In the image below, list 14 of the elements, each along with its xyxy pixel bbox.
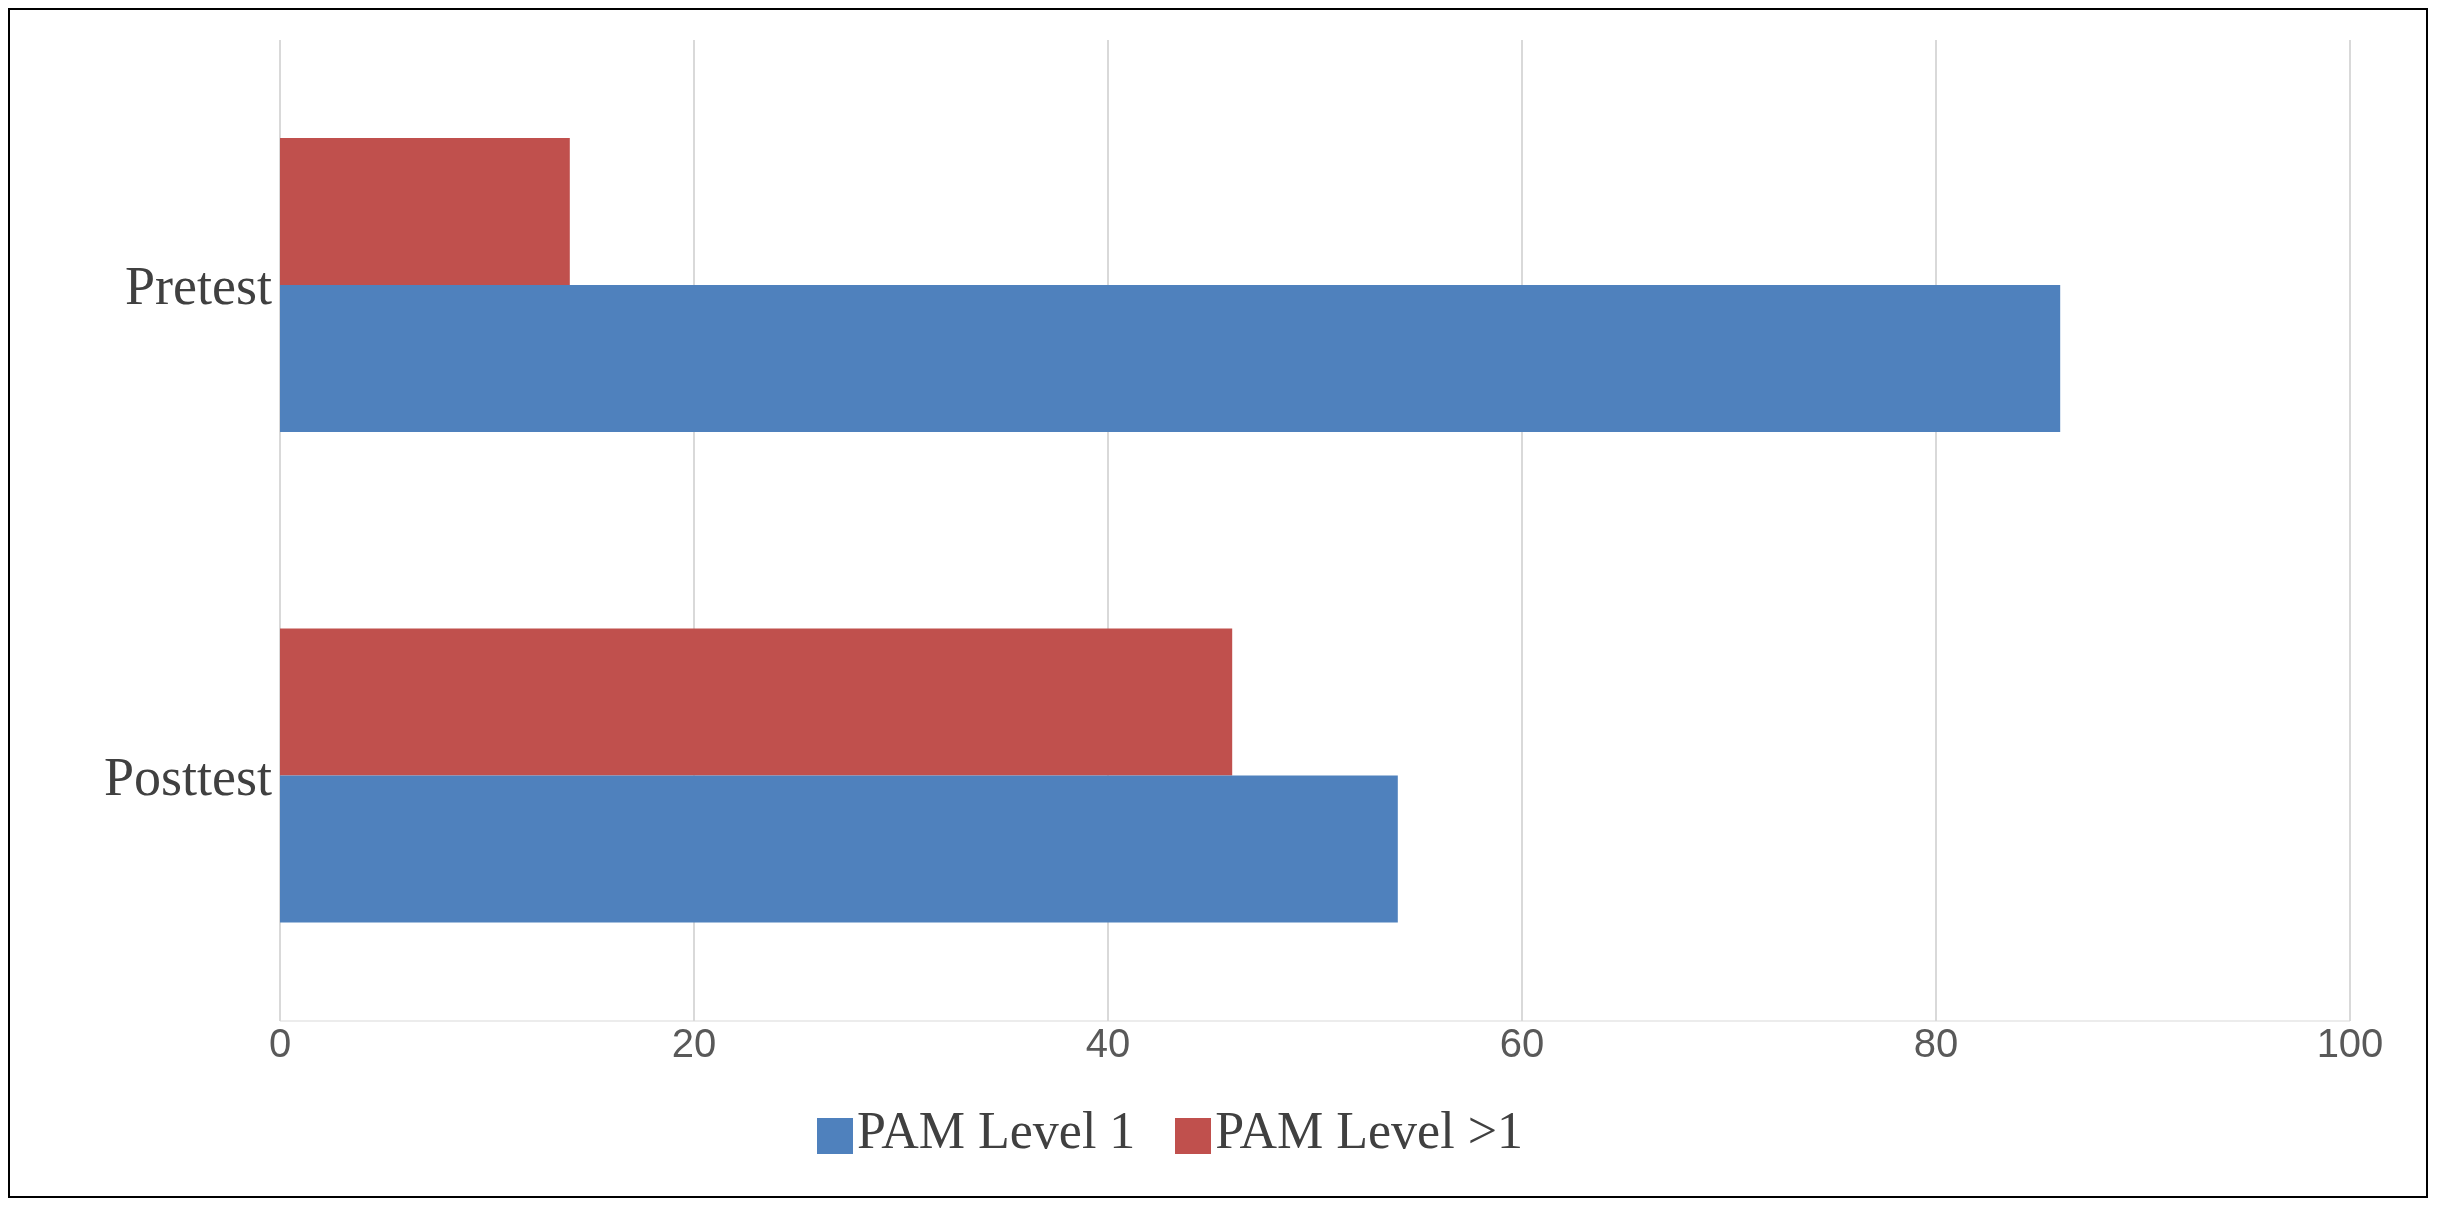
y-tick-label: Posttest bbox=[103, 746, 272, 807]
y-tick-label: Pretest bbox=[125, 256, 272, 317]
x-tick-label: 60 bbox=[1499, 1021, 1545, 1066]
x-tick-label: 100 bbox=[2316, 1021, 2384, 1066]
legend-label: PAM Level >1 bbox=[1215, 1102, 1523, 1159]
x-tick-label: 80 bbox=[1913, 1021, 1959, 1066]
x-tick-label: 40 bbox=[1085, 1021, 1131, 1066]
bar bbox=[280, 285, 2061, 433]
legend-label: PAM Level 1 bbox=[857, 1102, 1136, 1159]
bar bbox=[280, 775, 1398, 923]
x-tick-label: 0 bbox=[268, 1021, 292, 1066]
bar bbox=[280, 628, 1233, 776]
bar bbox=[280, 138, 570, 286]
x-tick-label: 20 bbox=[671, 1021, 717, 1066]
